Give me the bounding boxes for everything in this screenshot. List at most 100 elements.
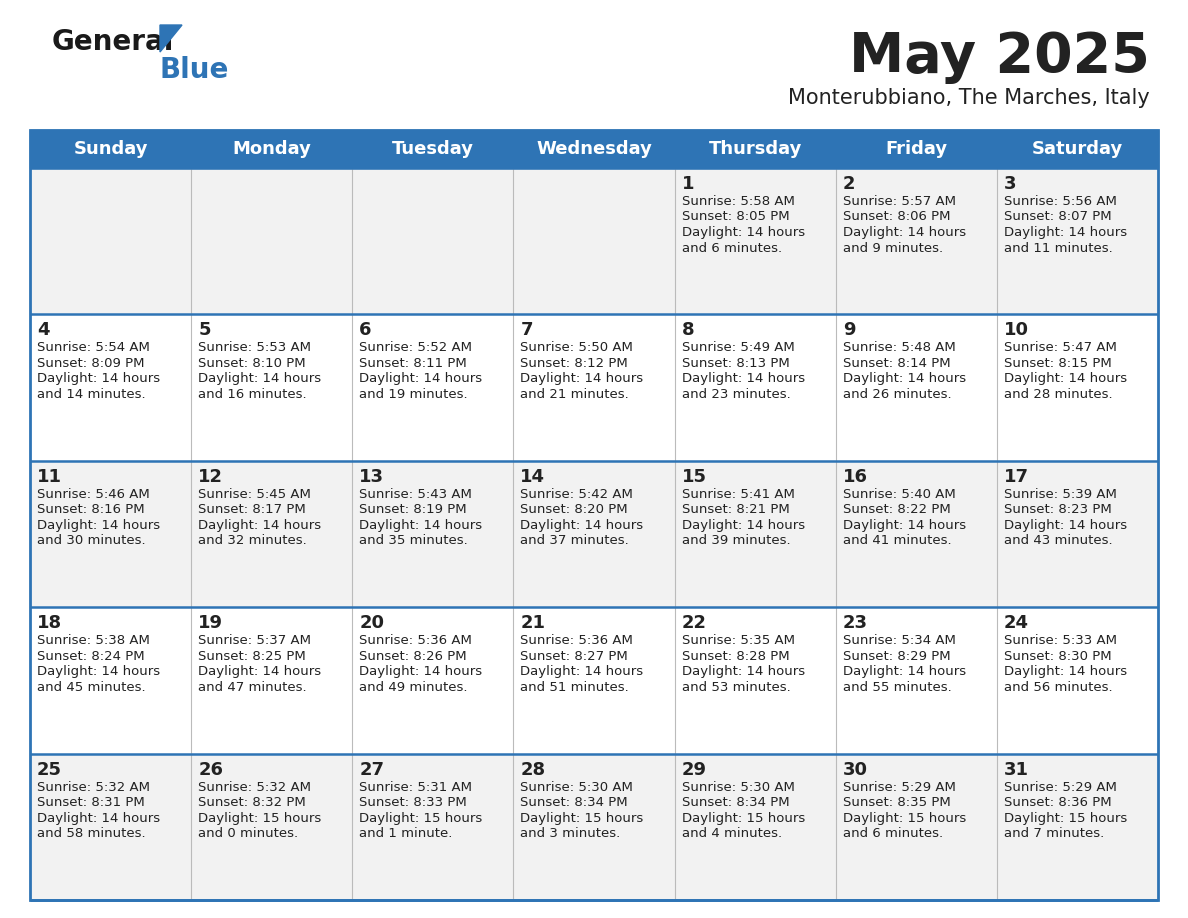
Text: Daylight: 14 hours: Daylight: 14 hours — [198, 519, 321, 532]
Text: Sunrise: 5:31 AM: Sunrise: 5:31 AM — [359, 780, 473, 793]
Text: Blue: Blue — [160, 56, 229, 84]
Text: Sunrise: 5:34 AM: Sunrise: 5:34 AM — [842, 634, 955, 647]
Text: Sunrise: 5:46 AM: Sunrise: 5:46 AM — [37, 487, 150, 501]
Bar — [30, 754, 1158, 900]
Text: 5: 5 — [198, 321, 210, 340]
Text: 18: 18 — [37, 614, 62, 633]
Text: and 41 minutes.: and 41 minutes. — [842, 534, 952, 547]
Text: Sunset: 8:15 PM: Sunset: 8:15 PM — [1004, 357, 1112, 370]
Text: 22: 22 — [682, 614, 707, 633]
Text: Daylight: 14 hours: Daylight: 14 hours — [520, 666, 644, 678]
Text: Sunrise: 5:53 AM: Sunrise: 5:53 AM — [198, 341, 311, 354]
Text: and 9 minutes.: and 9 minutes. — [842, 241, 943, 254]
Text: Daylight: 14 hours: Daylight: 14 hours — [198, 373, 321, 386]
Text: Sunset: 8:31 PM: Sunset: 8:31 PM — [37, 796, 145, 809]
Text: Sunrise: 5:29 AM: Sunrise: 5:29 AM — [842, 780, 955, 793]
Text: 1: 1 — [682, 175, 694, 193]
Text: Sunset: 8:30 PM: Sunset: 8:30 PM — [1004, 650, 1112, 663]
Bar — [30, 130, 1158, 900]
Text: Sunset: 8:16 PM: Sunset: 8:16 PM — [37, 503, 145, 516]
Text: 4: 4 — [37, 321, 50, 340]
Text: General: General — [52, 28, 175, 56]
Text: Sunset: 8:27 PM: Sunset: 8:27 PM — [520, 650, 628, 663]
Text: and 6 minutes.: and 6 minutes. — [842, 827, 943, 840]
Text: Sunrise: 5:38 AM: Sunrise: 5:38 AM — [37, 634, 150, 647]
Text: Thursday: Thursday — [708, 140, 802, 158]
Polygon shape — [160, 25, 182, 52]
Text: and 53 minutes.: and 53 minutes. — [682, 681, 790, 694]
Text: Daylight: 14 hours: Daylight: 14 hours — [1004, 373, 1127, 386]
Text: Daylight: 15 hours: Daylight: 15 hours — [359, 812, 482, 824]
Text: and 28 minutes.: and 28 minutes. — [1004, 388, 1112, 401]
Text: Sunrise: 5:42 AM: Sunrise: 5:42 AM — [520, 487, 633, 501]
Text: Sunset: 8:34 PM: Sunset: 8:34 PM — [520, 796, 628, 809]
Text: Sunrise: 5:41 AM: Sunrise: 5:41 AM — [682, 487, 795, 501]
Text: and 0 minutes.: and 0 minutes. — [198, 827, 298, 840]
Text: Monterubbiano, The Marches, Italy: Monterubbiano, The Marches, Italy — [789, 88, 1150, 108]
Text: 12: 12 — [198, 468, 223, 486]
Text: 20: 20 — [359, 614, 384, 633]
Text: 13: 13 — [359, 468, 384, 486]
Text: 6: 6 — [359, 321, 372, 340]
Text: Sunset: 8:26 PM: Sunset: 8:26 PM — [359, 650, 467, 663]
Text: Sunset: 8:20 PM: Sunset: 8:20 PM — [520, 503, 628, 516]
Text: Sunrise: 5:36 AM: Sunrise: 5:36 AM — [359, 634, 472, 647]
Text: Sunset: 8:14 PM: Sunset: 8:14 PM — [842, 357, 950, 370]
Text: Sunrise: 5:48 AM: Sunrise: 5:48 AM — [842, 341, 955, 354]
Text: and 14 minutes.: and 14 minutes. — [37, 388, 146, 401]
Text: 15: 15 — [682, 468, 707, 486]
Text: Sunset: 8:10 PM: Sunset: 8:10 PM — [198, 357, 305, 370]
Bar — [30, 130, 1158, 168]
Text: Sunset: 8:23 PM: Sunset: 8:23 PM — [1004, 503, 1112, 516]
Text: and 7 minutes.: and 7 minutes. — [1004, 827, 1104, 840]
Text: 25: 25 — [37, 761, 62, 778]
Text: and 3 minutes.: and 3 minutes. — [520, 827, 620, 840]
Text: Sunset: 8:33 PM: Sunset: 8:33 PM — [359, 796, 467, 809]
Text: and 55 minutes.: and 55 minutes. — [842, 681, 952, 694]
Text: Daylight: 14 hours: Daylight: 14 hours — [520, 373, 644, 386]
Text: and 51 minutes.: and 51 minutes. — [520, 681, 630, 694]
Text: Sunrise: 5:33 AM: Sunrise: 5:33 AM — [1004, 634, 1117, 647]
Text: 26: 26 — [198, 761, 223, 778]
Text: Daylight: 14 hours: Daylight: 14 hours — [842, 519, 966, 532]
Text: and 32 minutes.: and 32 minutes. — [198, 534, 307, 547]
Text: Sunset: 8:12 PM: Sunset: 8:12 PM — [520, 357, 628, 370]
Text: 28: 28 — [520, 761, 545, 778]
Text: 3: 3 — [1004, 175, 1017, 193]
Text: Sunset: 8:24 PM: Sunset: 8:24 PM — [37, 650, 145, 663]
Text: and 58 minutes.: and 58 minutes. — [37, 827, 146, 840]
Text: and 45 minutes.: and 45 minutes. — [37, 681, 146, 694]
Text: Sunset: 8:06 PM: Sunset: 8:06 PM — [842, 210, 950, 223]
Text: Daylight: 14 hours: Daylight: 14 hours — [37, 666, 160, 678]
Text: 14: 14 — [520, 468, 545, 486]
Text: Sunrise: 5:35 AM: Sunrise: 5:35 AM — [682, 634, 795, 647]
Text: and 6 minutes.: and 6 minutes. — [682, 241, 782, 254]
Text: Daylight: 15 hours: Daylight: 15 hours — [682, 812, 804, 824]
Text: and 26 minutes.: and 26 minutes. — [842, 388, 952, 401]
Text: Sunrise: 5:37 AM: Sunrise: 5:37 AM — [198, 634, 311, 647]
Text: Sunset: 8:11 PM: Sunset: 8:11 PM — [359, 357, 467, 370]
Text: Sunrise: 5:45 AM: Sunrise: 5:45 AM — [198, 487, 311, 501]
Text: Sunrise: 5:57 AM: Sunrise: 5:57 AM — [842, 195, 955, 208]
Text: 7: 7 — [520, 321, 533, 340]
Text: 19: 19 — [198, 614, 223, 633]
Text: Daylight: 14 hours: Daylight: 14 hours — [1004, 666, 1127, 678]
Text: and 35 minutes.: and 35 minutes. — [359, 534, 468, 547]
Text: Daylight: 14 hours: Daylight: 14 hours — [359, 373, 482, 386]
Text: Daylight: 14 hours: Daylight: 14 hours — [198, 666, 321, 678]
Text: and 16 minutes.: and 16 minutes. — [198, 388, 307, 401]
Text: and 19 minutes.: and 19 minutes. — [359, 388, 468, 401]
Text: Daylight: 14 hours: Daylight: 14 hours — [842, 666, 966, 678]
Text: Daylight: 14 hours: Daylight: 14 hours — [359, 519, 482, 532]
Text: 29: 29 — [682, 761, 707, 778]
Text: Sunset: 8:19 PM: Sunset: 8:19 PM — [359, 503, 467, 516]
Text: 9: 9 — [842, 321, 855, 340]
Text: Daylight: 14 hours: Daylight: 14 hours — [842, 226, 966, 239]
Bar — [30, 314, 1158, 461]
Text: and 30 minutes.: and 30 minutes. — [37, 534, 146, 547]
Text: Monday: Monday — [233, 140, 311, 158]
Text: Daylight: 14 hours: Daylight: 14 hours — [682, 226, 804, 239]
Text: Sunset: 8:34 PM: Sunset: 8:34 PM — [682, 796, 789, 809]
Text: Sunrise: 5:54 AM: Sunrise: 5:54 AM — [37, 341, 150, 354]
Text: Daylight: 14 hours: Daylight: 14 hours — [682, 373, 804, 386]
